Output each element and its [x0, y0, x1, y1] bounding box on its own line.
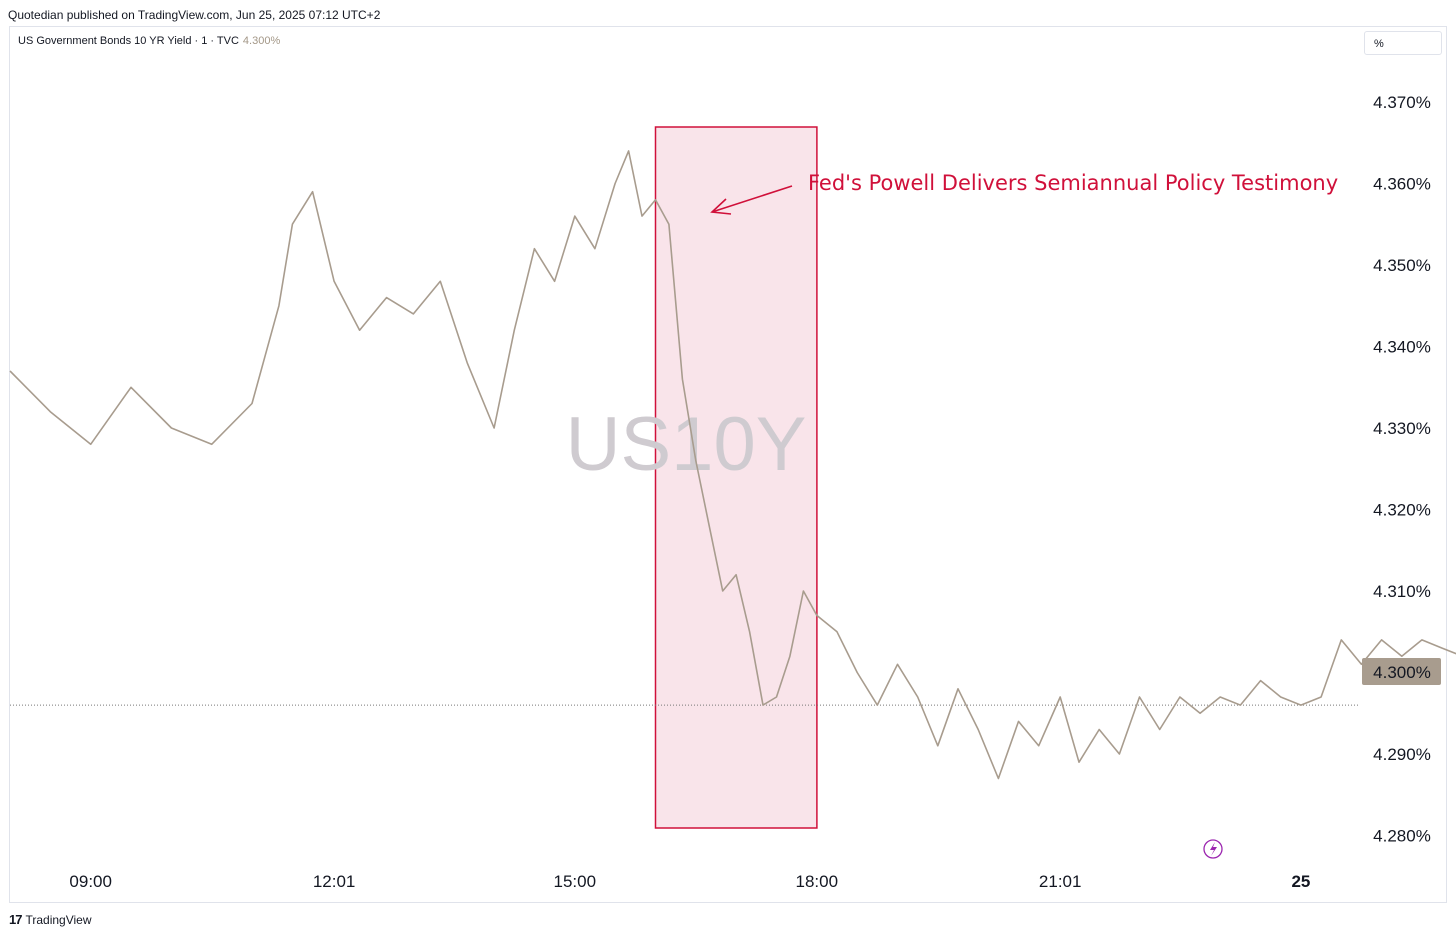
- last-price-label: 4.300%: [1373, 663, 1431, 682]
- symbol-title: US Government Bonds 10 YR Yield · 1 · TV…: [18, 35, 239, 47]
- watermark-text: US10Y: [566, 402, 807, 487]
- annotation-arrow: [711, 185, 793, 213]
- series-group: [9, 150, 1456, 780]
- series-line-0: [9, 150, 1456, 780]
- y-tick-label: 4.310%: [1373, 582, 1431, 601]
- symbol-last-value: 4.300%: [242, 35, 281, 47]
- tradingview-logo-icon: 17: [9, 912, 23, 927]
- y-tick-label: 4.290%: [1373, 745, 1431, 764]
- y-tick-label: 4.330%: [1373, 419, 1431, 438]
- y-axis: 4.370% 4.360% 4.350% 4.340% 4.330% 4.320% 4.31…: [1373, 93, 1431, 846]
- last-price-label-bg: [1362, 658, 1441, 685]
- y-tick-label: 4.350%: [1373, 256, 1431, 275]
- x-tick-label: 12:01: [313, 872, 356, 891]
- y-tick-label: 4.370%: [1373, 93, 1431, 112]
- x-tick-label: 25: [1291, 872, 1310, 891]
- y-tick-label: 4.360%: [1373, 175, 1431, 194]
- annotation-arrow-head: [710, 198, 732, 215]
- unit-selector[interactable]: %: [1364, 31, 1442, 55]
- lightning-icon[interactable]: [1203, 839, 1223, 859]
- footer-brand[interactable]: 17 TradingView: [9, 912, 92, 927]
- highlight-box: [654, 126, 818, 829]
- symbol-legend[interactable]: US Government Bonds 10 YR Yield · 1 · TV…: [18, 35, 280, 47]
- x-tick-label: 09:00: [69, 872, 112, 891]
- annotation-text: Fed's Powell Delivers Semiannual Policy …: [808, 171, 1338, 195]
- y-tick-label: 4.320%: [1373, 501, 1431, 520]
- y-tick-label: 4.280%: [1373, 827, 1431, 846]
- x-tick-label: 18:00: [796, 872, 839, 891]
- x-tick-label: 21:01: [1039, 872, 1082, 891]
- y-tick-label: 4.340%: [1373, 338, 1431, 357]
- publisher-line: Quotedian published on TradingView.com, …: [8, 8, 381, 22]
- x-tick-label: 15:00: [554, 872, 597, 891]
- footer-brand-text: TradingView: [25, 912, 92, 927]
- chart-frame: [9, 26, 1447, 903]
